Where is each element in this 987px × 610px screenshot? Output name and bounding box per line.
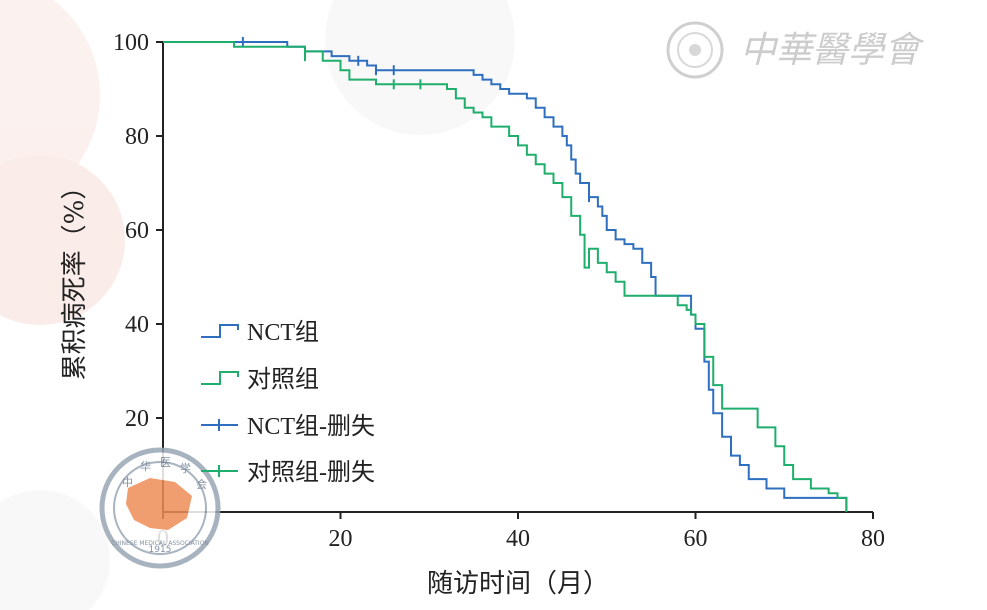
y-tick-label: 80 — [125, 124, 149, 150]
y-tick-label: 40 — [125, 312, 149, 338]
seal-char-3: 医 — [160, 456, 171, 469]
x-axis-title: 随访时间（月） — [427, 569, 609, 599]
x-tick-label: 60 — [684, 526, 708, 552]
y-tick-label: 20 — [125, 406, 149, 432]
x-tick-label: 20 — [329, 526, 353, 552]
legend-label: NCT组-删失 — [247, 413, 375, 440]
seal-caption: CHINESE MEDICAL ASSOCIATION — [111, 540, 209, 547]
y-ticks: 20 40 60 80 100 — [113, 30, 163, 432]
series-layer — [163, 37, 848, 512]
seal-char-4: 学 — [180, 461, 191, 475]
seal-char-5: 会 — [196, 478, 207, 491]
x-tick-label: 40 — [506, 526, 530, 552]
y-tick-label: 60 — [125, 218, 149, 244]
legend-label: 对照组-删失 — [247, 459, 375, 486]
y-tick-label: 100 — [113, 30, 149, 56]
seal-char-1: 中 — [122, 476, 133, 489]
seal-year: 1915 — [149, 545, 172, 555]
legend-label: 对照组 — [247, 366, 319, 393]
seal-char-2: 华 — [140, 459, 151, 473]
series-line-nct — [163, 41, 848, 512]
legend-swatch-line — [201, 371, 239, 385]
x-tick-label: 80 — [861, 526, 885, 552]
y-axis-title: 累积病死率（%） — [60, 174, 90, 381]
legend-label: NCT组 — [247, 319, 319, 346]
watermark-logo: 中華醫學會 — [666, 21, 925, 79]
seal-watermark: 中 华 医 学 会 1915 CHINESE MEDICAL ASSOCIATI… — [99, 447, 221, 569]
watermark-text: 中華醫學會 — [740, 30, 925, 71]
legend-swatch-line — [201, 324, 239, 338]
background-watermark — [0, 0, 125, 325]
series-line-control — [163, 41, 848, 512]
